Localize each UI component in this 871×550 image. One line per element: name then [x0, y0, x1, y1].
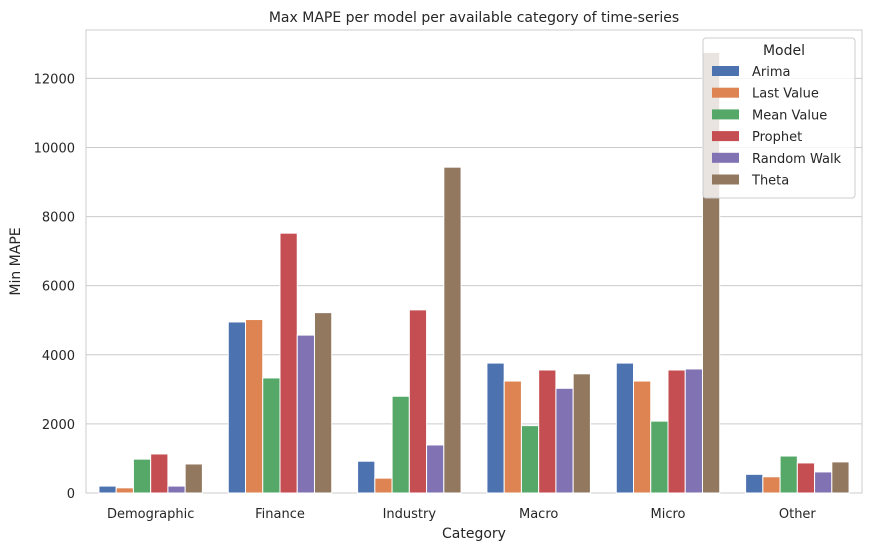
bar-prophet-finance	[279, 232, 298, 494]
bar-arima-demographic	[98, 485, 117, 494]
bar-prophet-macro	[538, 369, 557, 494]
bar-last-value-demographic	[115, 487, 134, 494]
bar-random-walk-finance	[296, 334, 315, 494]
x-tick-label: Industry	[383, 507, 437, 522]
legend-swatch	[712, 131, 739, 142]
legend-label: Arima	[752, 65, 790, 80]
bar-arima-finance	[227, 321, 247, 494]
bar-mean-value-industry	[391, 395, 410, 494]
bar-last-value-macro	[503, 380, 522, 494]
bar-arima-macro	[486, 362, 505, 494]
bar-random-walk-industry	[426, 444, 445, 494]
y-tick-label: 4000	[42, 349, 75, 364]
bar-arima-industry	[357, 460, 376, 494]
bar-mean-value-macro	[520, 425, 540, 494]
legend-swatch	[712, 174, 739, 185]
x-tick-labels: Demographic Finance Industry Macro Micro Othe…	[107, 507, 816, 522]
legend-title: Model	[763, 43, 805, 59]
bar-theta-finance	[313, 312, 333, 494]
bar-mean-value-demographic	[132, 458, 152, 494]
legend-label: Theta	[751, 174, 789, 189]
y-tick-label: 10000	[34, 141, 75, 156]
bar-theta-other	[831, 461, 850, 494]
legend-swatch	[712, 66, 739, 76]
legend-label: Prophet	[752, 130, 802, 145]
bar-arima-micro	[615, 362, 635, 494]
bar-random-walk-demographic	[167, 485, 186, 494]
y-tick-label: 2000	[42, 418, 75, 433]
legend-label: Last Value	[752, 87, 819, 102]
x-tick-label: Finance	[255, 507, 305, 522]
bar-prophet-demographic	[150, 453, 169, 494]
bar-prophet-other	[796, 462, 816, 494]
legend-label: Mean Value	[752, 108, 827, 123]
legend-items: Arima Last Value Mean Value Prophet Random W…	[712, 65, 842, 189]
bar-theta-macro	[572, 373, 591, 494]
bar-theta-demographic	[184, 463, 203, 494]
x-tick-label: Micro	[651, 507, 686, 522]
y-tick-label: 12000	[34, 72, 75, 87]
legend-label: Random Walk	[752, 152, 842, 167]
legend-swatch	[712, 87, 739, 98]
legend-swatch	[712, 152, 739, 163]
bar-mean-value-micro	[650, 420, 669, 494]
x-tick-label: Other	[779, 507, 817, 522]
y-tick-label: 8000	[42, 211, 75, 226]
x-tick-label: Macro	[519, 507, 558, 522]
bar-last-value-other	[762, 476, 781, 494]
x-axis-label: Category	[442, 526, 506, 542]
legend-box	[702, 37, 856, 199]
x-tick-label: Demographic	[107, 507, 194, 522]
bar-theta-industry	[443, 166, 462, 494]
bar-mean-value-other	[779, 455, 798, 494]
bar-random-walk-micro	[684, 368, 703, 494]
legend-swatch	[712, 109, 739, 120]
y-tick-label: 6000	[42, 280, 75, 295]
bar-random-walk-macro	[555, 387, 574, 494]
legend: Model Arima Last Value Mean Value Prophet Ra…	[702, 37, 856, 199]
bar-last-value-micro	[633, 380, 652, 494]
chart-title: Max MAPE per model per available categor…	[269, 10, 679, 26]
bar-last-value-industry	[374, 477, 393, 494]
plot-frame	[85, 29, 863, 494]
y-tick-label: 0	[67, 487, 75, 502]
bar-last-value-finance	[245, 319, 264, 494]
bar-prophet-micro	[667, 369, 686, 494]
y-tick-labels: 0 2000 4000 6000 8000 10000 12000	[34, 72, 75, 502]
bar-mean-value-finance	[262, 377, 281, 494]
bar-random-walk-other	[814, 471, 833, 494]
bar-prophet-industry	[408, 309, 428, 494]
bar-arima-other	[745, 473, 764, 494]
y-axis-label: Min MAPE	[8, 227, 24, 295]
